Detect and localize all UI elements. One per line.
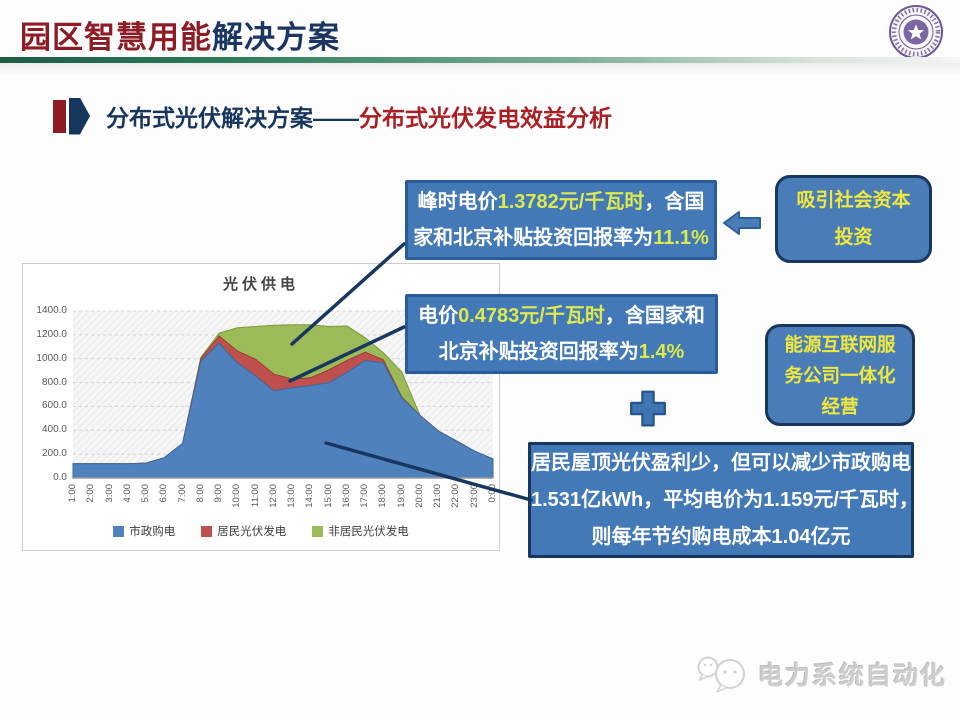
side-box-social-capital: 吸引社会资本 投资 [775,175,932,263]
x-tick-label: 10:00 [231,484,243,508]
x-tick-label: 0:00 [487,484,498,503]
x-tick-label: 11:00 [249,484,261,508]
x-tick-label: 20:00 [413,484,425,508]
y-tick-label: 600.0 [41,400,67,412]
y-tick-label: 1200.0 [36,328,67,340]
x-tick-label: 18:00 [377,484,389,508]
callout-peak-price: 峰时电价1.3782元/千瓦时，含国 家和北京补贴投资回报率为11.1% [405,180,717,260]
text-line: 则每年节约购电成本1.04亿元 [531,519,911,556]
text-line: 吸引社会资本 [796,190,911,211]
header-shadow [0,63,960,75]
y-tick-label: 800.0 [41,376,67,388]
x-tick-label: 12:00 [267,484,279,508]
y-tick-label: 1400.0 [36,305,67,316]
x-tick-label: 15:00 [322,484,334,508]
x-tick-label: 7:00 [176,484,188,503]
text-segment: 峰时电价 [417,191,498,213]
x-tick-label: 5:00 [140,484,152,503]
university-seal-logo [884,3,948,61]
text-segment: 北京补贴投资回报率为 [438,341,639,363]
page-title-navy: 解决方案 [212,20,340,55]
text-line: 峰时电价1.3782元/千瓦时，含国 [408,184,714,220]
subtitle-navy: 分布式光伏解决方案—— [106,105,359,131]
x-tick-label: 17:00 [359,484,371,508]
legend-swatch-icon [201,525,213,537]
legend-label: 非居民光伏发电 [328,526,409,538]
y-tick-label: 200.0 [41,448,67,460]
plus-icon [627,388,669,434]
text-line: 北京补贴投资回报率为1.4% [408,334,715,370]
watermark: 电力系统自动化 [694,652,947,696]
legend-label: 居民光伏发电 [217,526,287,538]
legend-item-居民光伏发电: 居民光伏发电 [201,523,286,539]
chat-bubbles-icon [697,656,745,693]
x-tick-label: 13:00 [286,484,298,508]
text-segment: ，含国 [644,191,705,213]
x-tick-label: 1:00 [67,484,78,503]
legend-swatch-icon [312,525,324,537]
text-line: 家和北京补贴投资回报率为11.1% [408,220,714,256]
x-tick-label: 2:00 [85,484,97,503]
x-tick-label: 21:00 [432,484,444,508]
text-line: 居民屋顶光伏盈利少，但可以减少市政购电 [531,445,911,482]
x-tick-label: 3:00 [103,484,115,503]
callout-resident-savings: 居民屋顶光伏盈利少，但可以减少市政购电 1.531亿kWh，平均电价为1.159元… [528,442,919,558]
watermark-text: 电力系统自动化 [758,662,948,690]
text-line: 电价0.4783元/千瓦时，含国家和 [408,298,715,334]
legend-item-非居民光伏发电: 非居民光伏发电 [312,523,409,539]
x-tick-label: 23:00 [468,484,480,508]
chart-title: 光伏供电 [222,276,299,293]
text-line: 投资 [834,227,873,248]
legend-label: 市政购电 [129,526,176,538]
text-segment: ，含国家和 [604,305,705,327]
highlight-value: 0.4783元/千瓦时 [458,305,605,327]
text-line: 务公司一体化 [784,364,896,386]
x-tick-label: 9:00 [213,484,225,503]
legend-item-市政购电: 市政购电 [113,523,175,539]
text-line: 1.531亿kWh，平均电价为1.159元/千瓦时， [531,482,919,519]
x-tick-label: 6:00 [158,484,170,503]
x-tick-label: 8:00 [194,484,206,503]
green-divider-line [0,57,960,63]
section-subtitle: 分布式光伏解决方案—— 分布式光伏发电效益分析 [53,96,612,136]
y-tick-label: 0.0 [53,472,67,483]
side-box-energy-internet: 能源互联网服 务公司一体化 经营 [765,324,915,426]
subtitle-red: 分布式光伏发电效益分析 [359,105,612,131]
text-line: 经营 [821,395,859,417]
text-segment: 则每年节约购电成本1.04亿元 [591,525,851,548]
y-tick-label: 1000.0 [36,352,67,364]
text-segment: 家和北京补贴投资回报率为 [413,227,654,249]
x-tick-label: 22:00 [450,484,462,508]
highlight-value: 11.1% [653,227,709,249]
x-tick-label: 19:00 [395,484,407,508]
text-segment: 居民屋顶光伏盈利少，但可以减少市政购电 [531,451,911,474]
x-tick-label: 14:00 [304,484,316,508]
legend-swatch-icon [113,525,125,537]
x-tick-label: 16:00 [340,484,352,508]
page-title: 园区智慧用能解决方案 [20,12,340,57]
bullet-bar-icon [53,99,66,133]
callout-flat-price: 电价0.4783元/千瓦时，含国家和 北京补贴投资回报率为1.4% [405,294,718,374]
page-title-red: 园区智慧用能 [20,20,212,55]
x-tick-label: 4:00 [121,484,133,503]
highlight-value: 1.4% [638,341,685,363]
text-segment: 1.531亿kWh，平均电价为1.159元/千瓦时， [531,488,919,511]
left-arrow-icon [722,209,762,242]
y-tick-label: 400.0 [41,424,67,436]
text-line: 能源互联网服 [784,333,896,355]
chart-legend: 市政购电 居民光伏发电 非居民光伏发电 [23,523,499,539]
text-segment: 电价 [418,305,459,327]
highlight-value: 1.3782元/千瓦时 [497,191,645,213]
bullet-arrow-icon [69,97,90,135]
